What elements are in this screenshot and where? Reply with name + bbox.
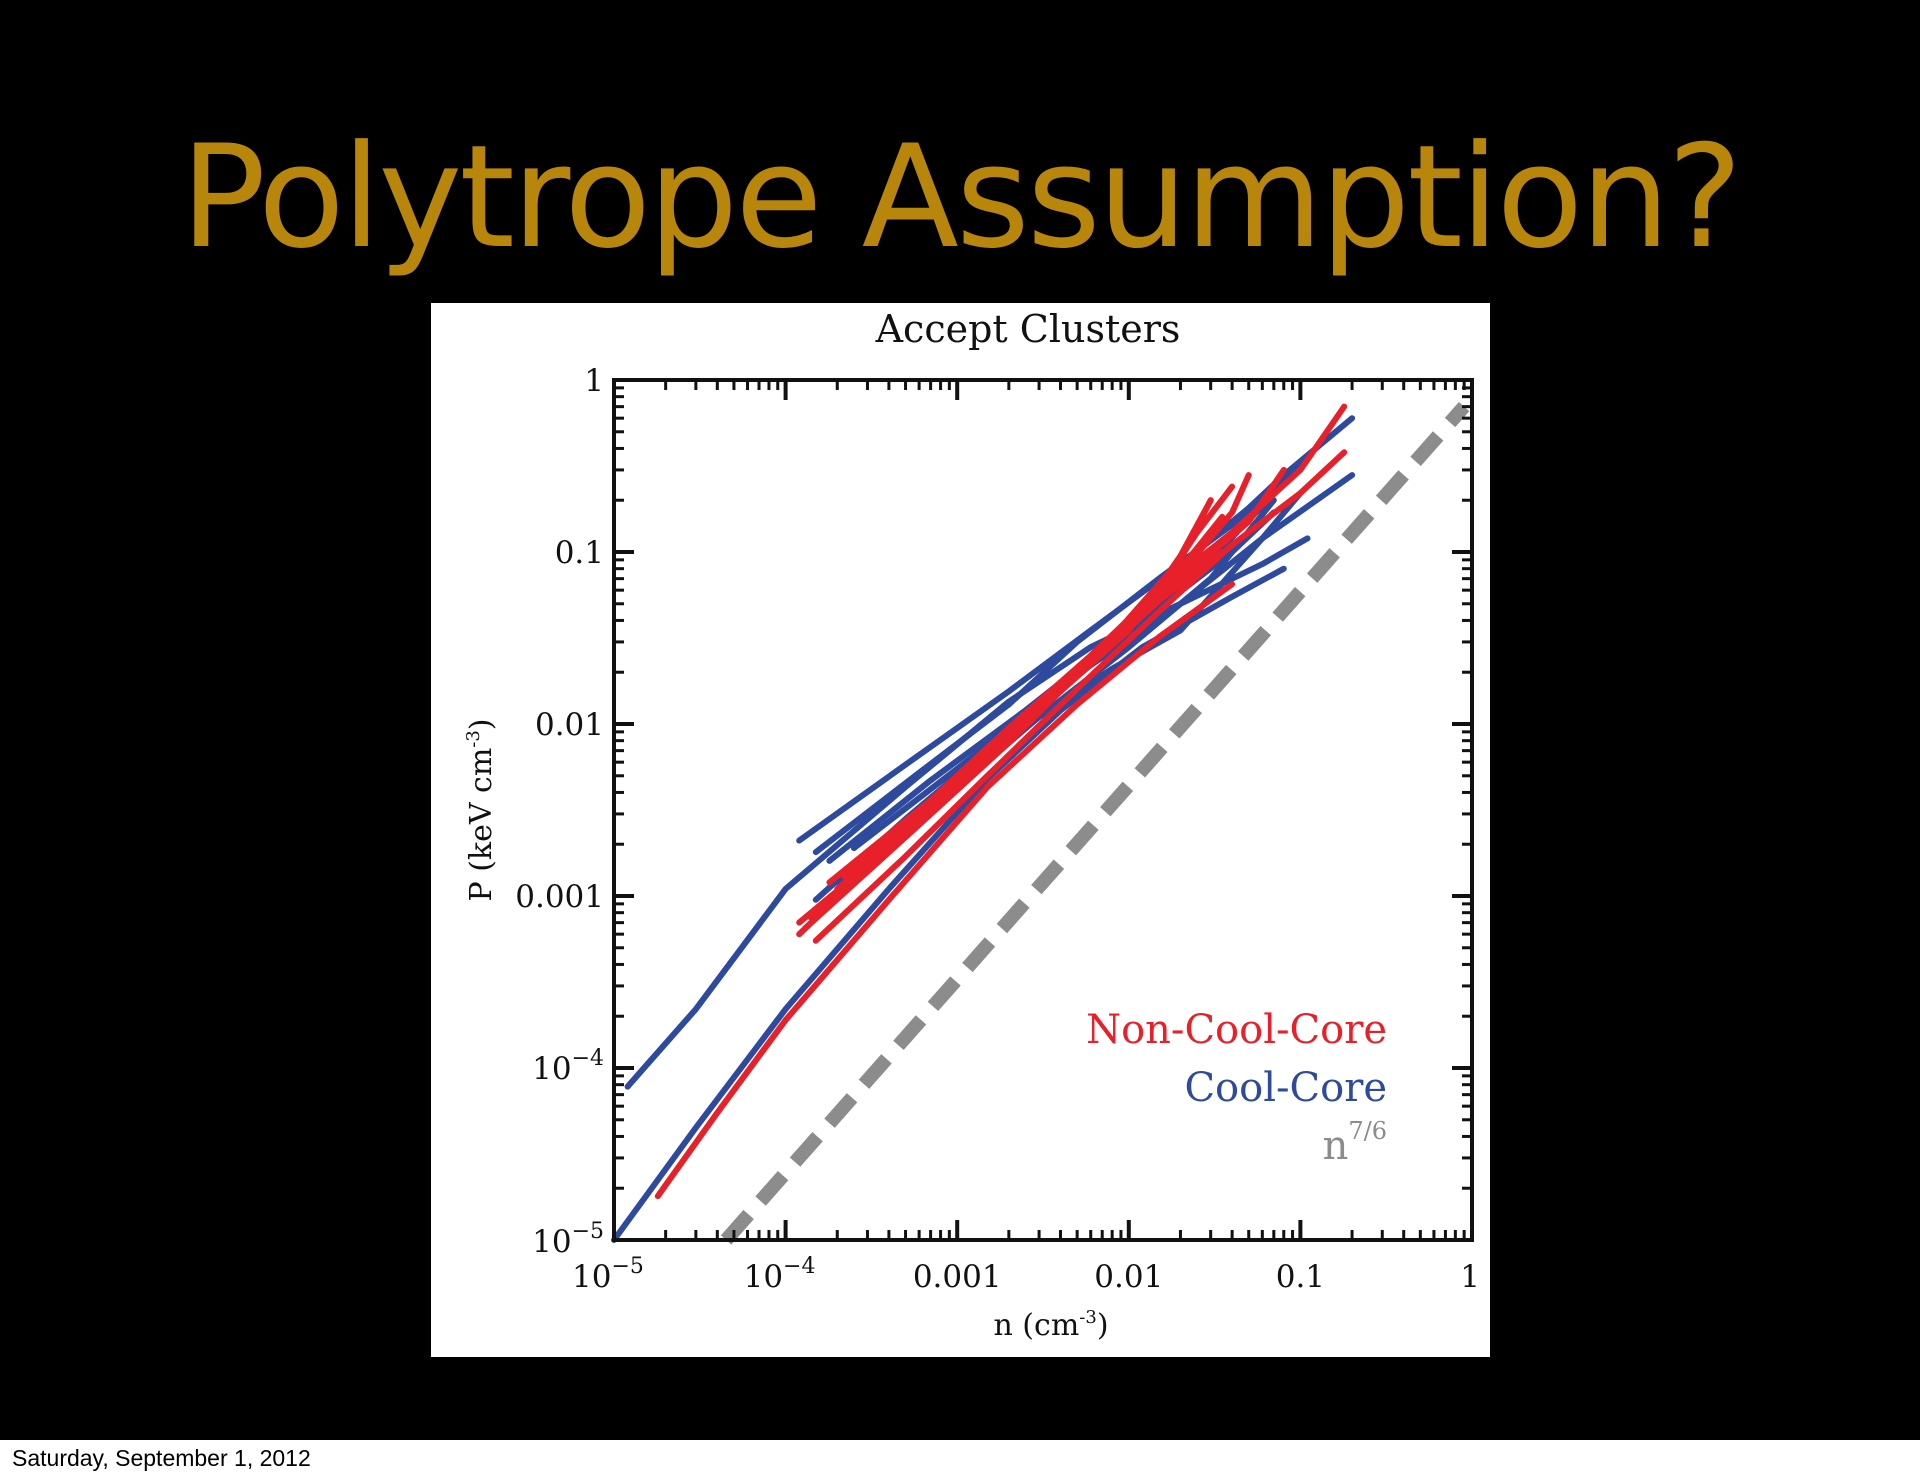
chart-labels: 10−5 10−4 0.001 0.01 0.1 1 10−5 10−4 0.001 0.01 0.… <box>515 363 1480 1295</box>
x-tick-label: 10−5 <box>572 1254 644 1295</box>
non-cool-core-series-16 <box>826 403 1348 886</box>
non-cool-core-series-9 <box>654 581 1236 1200</box>
x-axis-label: n (cm-3) <box>993 1307 1108 1343</box>
y-tick-label: 10−4 <box>532 1046 604 1087</box>
x-tick-label: 0.1 <box>1276 1259 1325 1295</box>
y-axis-label: P (keV cm-3) <box>463 718 499 901</box>
cool-core-series-2 <box>796 415 1356 844</box>
legend-entry: Non-Cool-Core <box>1086 1007 1387 1053</box>
chart: 10−5 10−4 0.001 0.01 0.1 1 10−5 10−4 0.001 0.01 0.… <box>463 307 1480 1343</box>
y-tick-label: 0.01 <box>535 707 604 743</box>
non-cool-core-series-17 <box>841 497 1214 880</box>
slide-title: Polytrope Assumption? <box>180 115 1742 280</box>
x-tick-label: 1 <box>1460 1259 1480 1295</box>
reference-line <box>720 401 1470 1245</box>
y-tick-label: 10−5 <box>532 1219 604 1260</box>
chart-ticks <box>612 378 1474 1242</box>
chart-legend: Non-Cool-Core Cool-Core n7/6 <box>1086 1007 1387 1169</box>
plot-frame <box>612 378 1474 1242</box>
non-cool-core-series-18 <box>796 466 1287 926</box>
y-tick-label: 0.001 <box>515 879 604 915</box>
cool-core-series-3 <box>812 459 1304 856</box>
legend-entry: Cool-Core <box>1184 1065 1387 1111</box>
chart-lines <box>611 401 1470 1245</box>
x-tick-label: 0.001 <box>913 1259 1002 1295</box>
chart-title: Accept Clusters <box>875 307 1181 351</box>
x-tick-label: 0.01 <box>1094 1259 1163 1295</box>
chart-panel: 10−5 10−4 0.001 0.01 0.1 1 10−5 10−4 0.001 0.01 0.… <box>431 303 1490 1357</box>
non-cool-core-series-12 <box>812 449 1348 944</box>
y-tick-label: 0.1 <box>555 535 604 571</box>
y-tick-label: 1 <box>584 363 604 399</box>
footer-date: Saturday, September 1, 2012 <box>12 1445 311 1471</box>
cool-core-series-1 <box>611 565 1287 1243</box>
x-tick-label: 10−4 <box>744 1254 816 1295</box>
legend-entry: n7/6 <box>1323 1117 1387 1169</box>
